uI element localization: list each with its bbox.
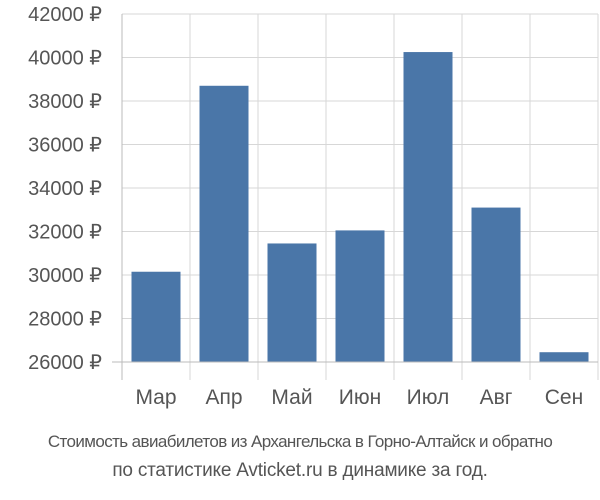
y-tick-label: 40000 ₽ <box>28 48 102 70</box>
y-tick-label: 28000 ₽ <box>28 309 102 331</box>
bar-3 <box>267 243 317 362</box>
bar-5 <box>403 52 453 362</box>
bar-6 <box>471 207 521 362</box>
x-tick-label: Сен <box>545 386 583 409</box>
x-tick-label: Июл <box>407 386 450 409</box>
x-tick-label: Мар <box>135 386 176 409</box>
x-tick-label: Апр <box>205 386 242 409</box>
axes <box>112 14 598 380</box>
chart-caption-line-1: Стоимость авиабилетов из Архангельска в … <box>47 432 553 451</box>
x-tick-label: Июн <box>339 386 381 409</box>
bar-2 <box>199 85 249 363</box>
bar-7 <box>539 352 589 362</box>
bars <box>131 52 589 363</box>
x-tick-label: Май <box>271 386 312 409</box>
y-tick-label: 30000 ₽ <box>28 265 102 287</box>
y-tick-label: 36000 ₽ <box>28 135 102 157</box>
y-tick-label: 42000 ₽ <box>28 4 102 26</box>
bar-4 <box>335 230 385 362</box>
chart-caption-line-2: по статистике Avticket.ru в динамике за … <box>112 460 488 481</box>
x-tick-labels: Мар Апр Май Июн Июл Авг Сен <box>135 386 583 409</box>
y-tick-label: 26000 ₽ <box>28 352 102 374</box>
y-tick-labels: 26000 ₽ 28000 ₽ 30000 ₽ 32000 ₽ 34000 ₽ 36000… <box>28 4 102 374</box>
x-tick-label: Авг <box>480 386 513 409</box>
bar-chart: 26000 ₽ 28000 ₽ 30000 ₽ 32000 ₽ 34000 ₽ 36000… <box>28 4 599 409</box>
y-tick-label: 34000 ₽ <box>28 178 102 200</box>
y-tick-label: 38000 ₽ <box>28 91 102 113</box>
bar-1 <box>131 271 181 362</box>
y-tick-label: 32000 ₽ <box>28 222 102 244</box>
